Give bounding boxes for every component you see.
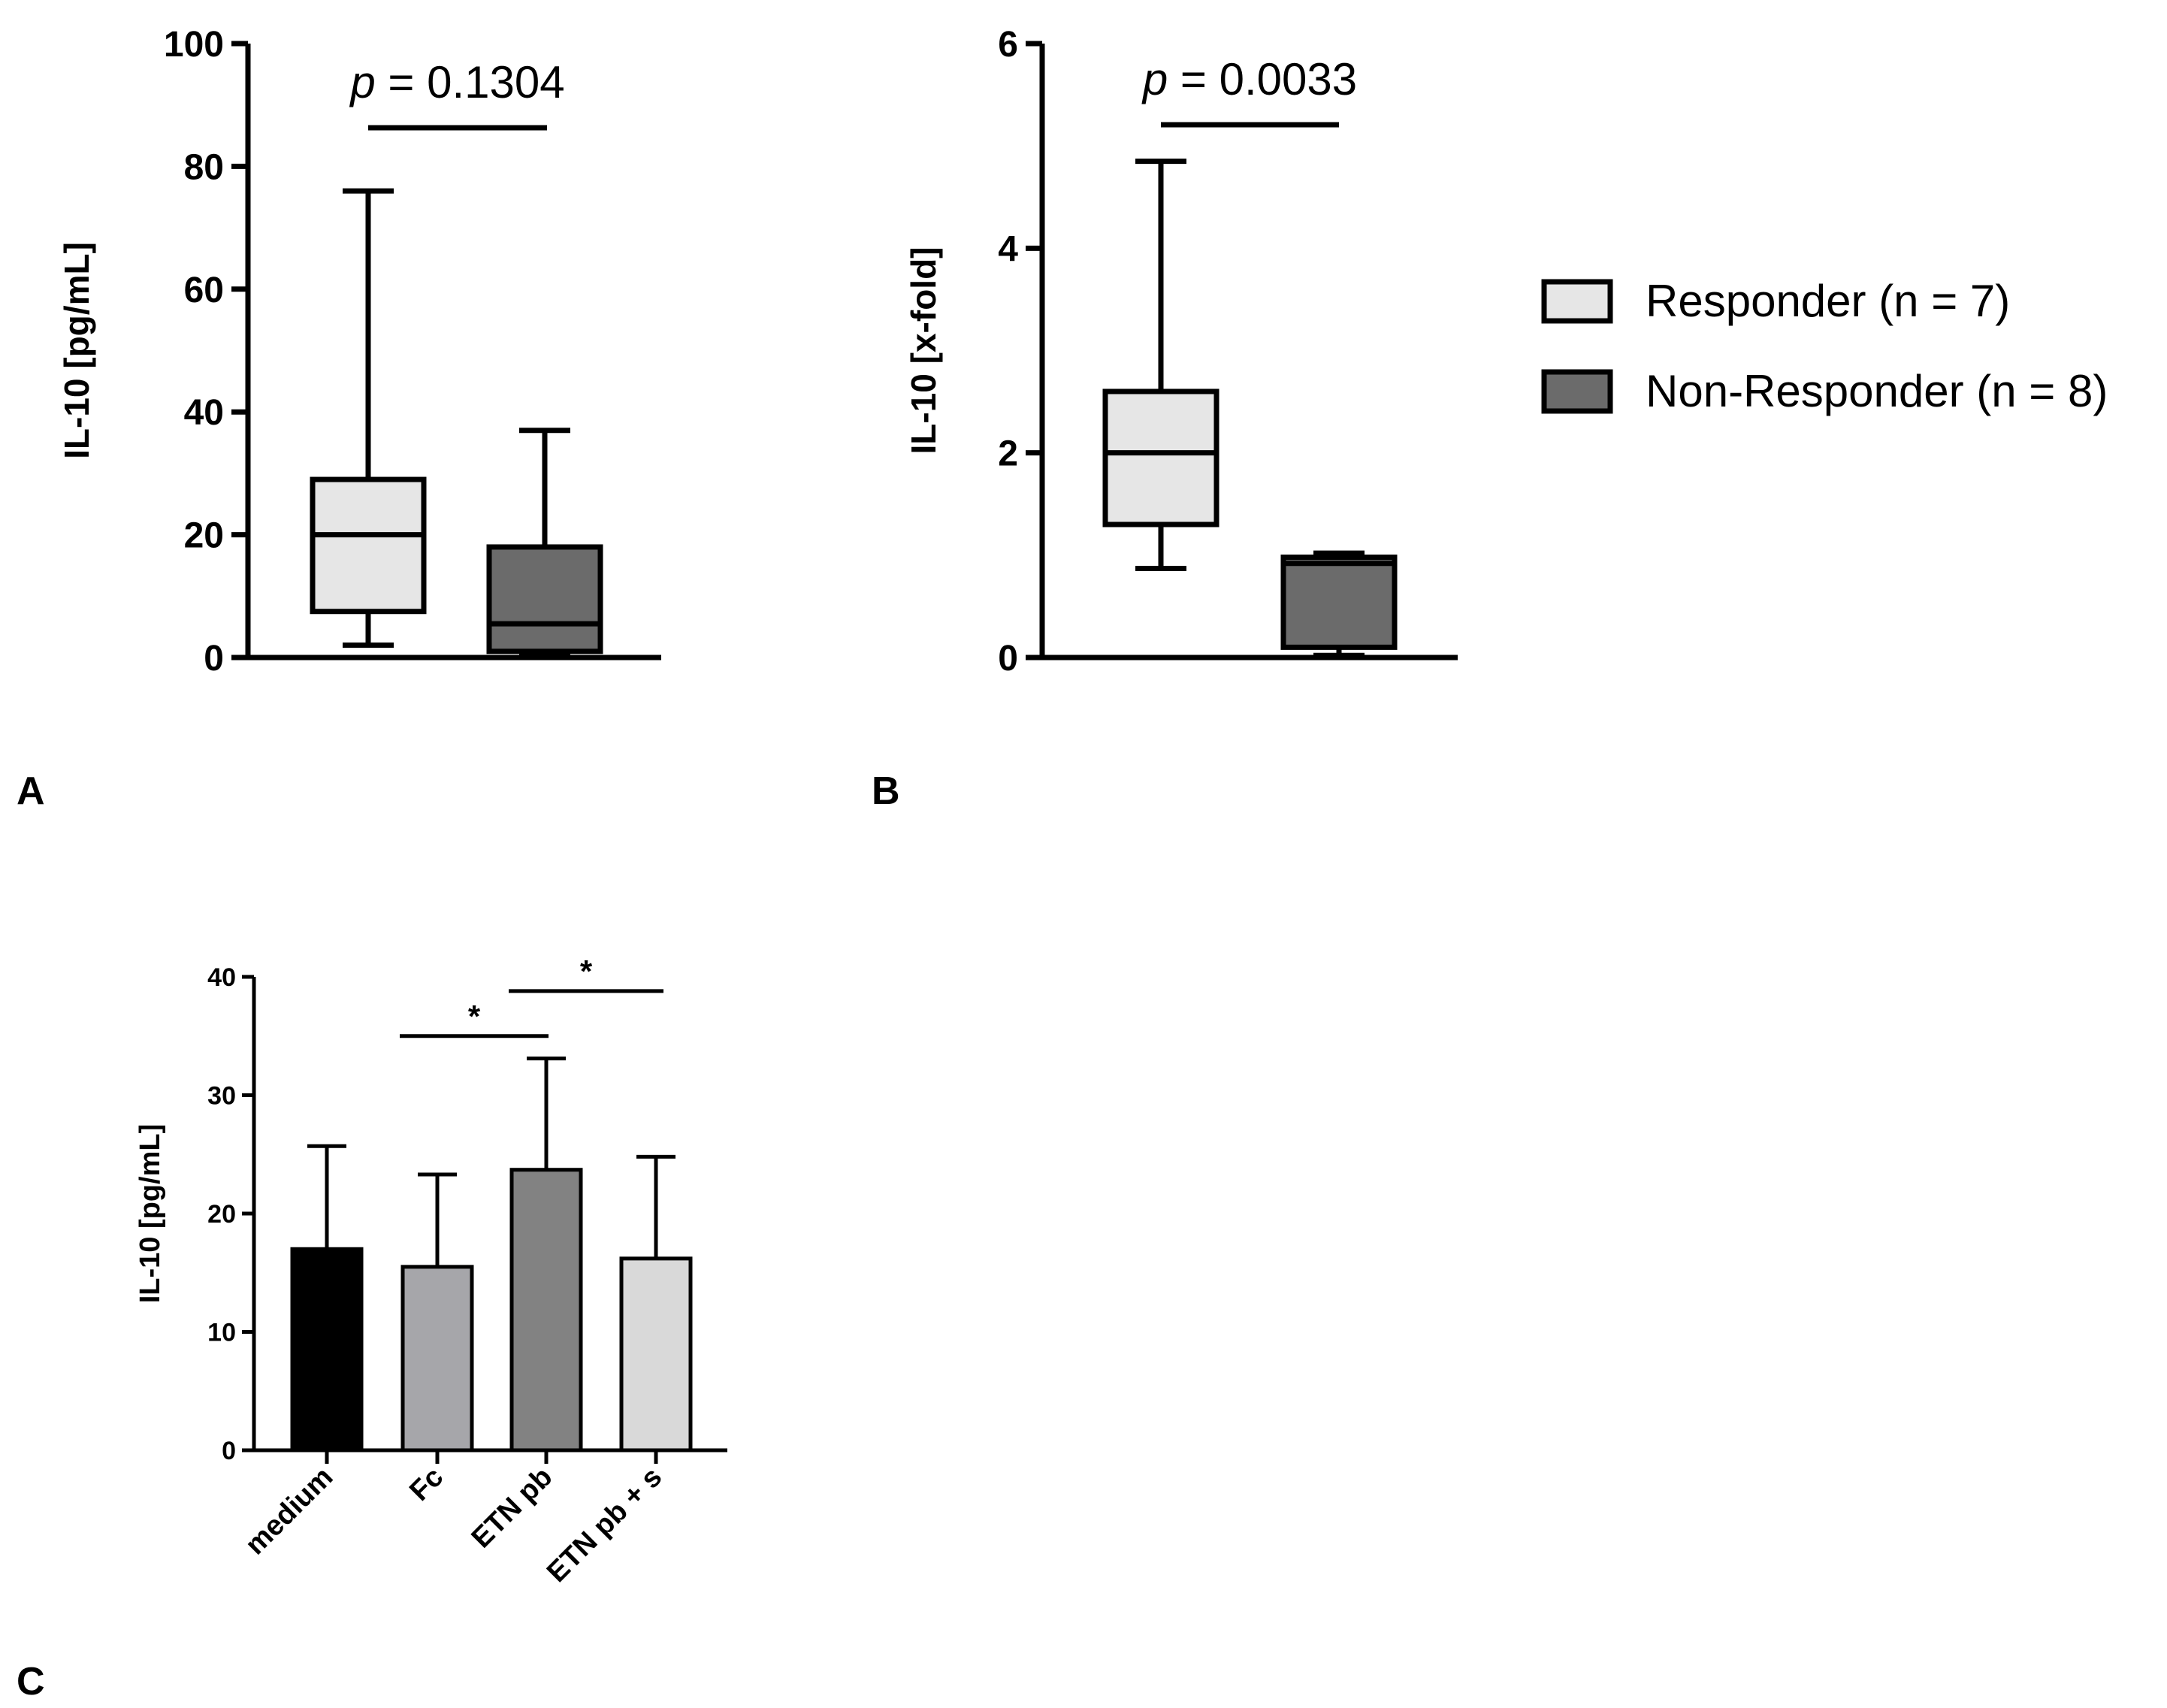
y-axis-label: IL-10 [pg/mL] — [57, 242, 96, 459]
x-tick-label: Fc — [403, 1462, 449, 1507]
y-axis-label: IL-10 [pg/mL] — [134, 1124, 166, 1304]
y-tick-label: 0 — [222, 1437, 236, 1465]
p-value-symbol: p — [1141, 54, 1168, 104]
y-tick-label: 40 — [207, 963, 236, 992]
box-iqr — [310, 476, 427, 615]
y-tick-label: 20 — [184, 516, 224, 556]
box-iqr — [1280, 555, 1398, 650]
p-value-label: p = 0.1304 — [349, 57, 564, 107]
x-tick-label: ETN pb — [466, 1462, 559, 1555]
box-iqr — [486, 544, 603, 654]
panel-label-a: A — [17, 769, 45, 813]
y-tick-label: 0 — [204, 639, 224, 679]
y-tick-label: 20 — [207, 1200, 236, 1229]
bar — [290, 1247, 364, 1453]
y-tick-label: 100 — [164, 25, 224, 65]
legend-label: Responder (n = 7) — [1646, 276, 2010, 326]
y-tick-label: 80 — [184, 147, 224, 187]
y-tick-label: 6 — [998, 25, 1018, 65]
y-tick-label: 30 — [207, 1082, 236, 1111]
panel-b-chart: 0 2 4 6 IL-10 [x-fold] p = 0.0033 — [904, 25, 1458, 679]
box-iqr — [1102, 388, 1220, 528]
p-value-label: p = 0.0033 — [1141, 54, 1357, 104]
panel-label-b: B — [872, 769, 900, 813]
p-value-text: = 0.1304 — [376, 57, 565, 107]
y-tick-label: 40 — [184, 393, 224, 433]
significance-star: * — [468, 999, 481, 1034]
y-tick-label: 0 — [998, 639, 1018, 679]
y-tick-label: 4 — [998, 229, 1018, 269]
y-axis-label: IL-10 [x-fold] — [904, 247, 943, 455]
panel-a-chart: 0 20 40 60 80 100 IL-10 [pg/mL] p = 0.1304 — [57, 25, 661, 679]
significance-star: * — [580, 954, 593, 989]
bar — [400, 1265, 474, 1453]
panel-c-chart: 0 10 20 30 40 IL-10 [pg/mL] medium Fc ETN pbETN … — [134, 954, 727, 1589]
y-tick-label: 60 — [184, 271, 224, 310]
legend-swatch — [1541, 279, 1613, 324]
legend: Responder (n = 7) Non-Responder (n = 8) — [1541, 276, 2108, 416]
y-tick-label: 10 — [207, 1319, 236, 1347]
p-value-text: = 0.0033 — [1168, 54, 1357, 104]
bar — [619, 1256, 693, 1453]
legend-label: Non-Responder (n = 8) — [1646, 366, 2108, 416]
bar — [509, 1168, 583, 1453]
legend-swatch — [1541, 369, 1613, 414]
panel-label-c: C — [17, 1660, 45, 1703]
x-tick-label: ETN pb + s — [541, 1462, 668, 1589]
p-value-symbol: p — [349, 57, 375, 107]
y-tick-label: 2 — [998, 434, 1018, 474]
x-tick-label: medium — [240, 1462, 340, 1561]
